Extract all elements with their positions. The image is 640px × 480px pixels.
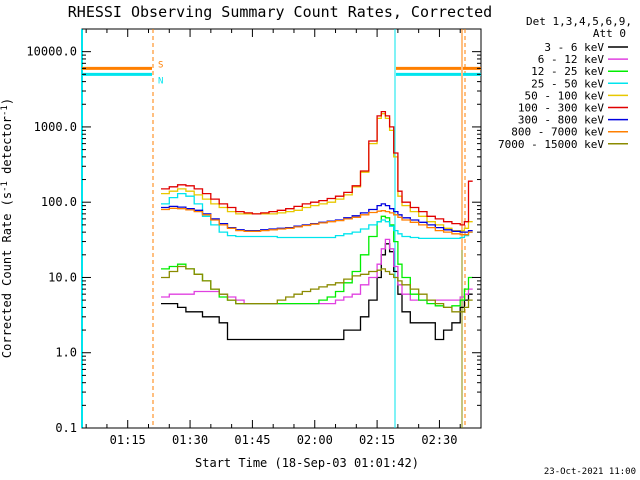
series-line-6 (161, 203, 473, 233)
x-tick-label: 02:15 (359, 433, 395, 447)
x-axis: 01:15 01:30 01:45 02:00 02:15 02:30 (85, 29, 482, 447)
footer-date: 23-Oct-2021 11:00 (544, 467, 636, 477)
x-tick-label: 02:00 (297, 433, 333, 447)
legend-entry-label: 800 - 7000 keV (511, 126, 604, 139)
legend-entry-label: 7000 - 15000 keV (498, 138, 604, 151)
x-tick-label: 01:30 (172, 433, 208, 447)
series-line-7 (161, 207, 473, 236)
y-tick-label: 0.1 (55, 421, 77, 435)
series-line-8 (161, 265, 473, 313)
flag-label-s: S (158, 60, 163, 70)
series-line-5 (161, 110, 473, 226)
series-line-0 (161, 243, 473, 341)
x-tick-label: 02:30 (421, 433, 457, 447)
y-tick-label: 10000.0 (26, 45, 77, 59)
x-tick-label: 01:15 (110, 433, 146, 447)
flag-markers: SN (82, 60, 481, 86)
legend-entry-label: 25 - 50 keV (531, 77, 604, 90)
legend-entry-label: 12 - 25 keV (531, 65, 604, 78)
y-axis-label: Corrected Count Rate (s-1 detector-1) (0, 98, 14, 358)
y-tick-label: 1000.0 (34, 120, 77, 134)
series-line-4 (161, 113, 473, 232)
legend-header-line-2: Att 0 (593, 27, 626, 40)
flag-label-n: N (158, 76, 163, 86)
x-axis-label: Start Time (18-Sep-03 01:01:42) (195, 456, 419, 470)
legend-entry-label: 6 - 12 keV (538, 53, 605, 66)
x-tick-label: 01:45 (234, 433, 270, 447)
legend-header-line-1: Det 1,3,4,5,6,9, (526, 15, 632, 28)
legend-entry-label: 3 - 6 keV (544, 41, 604, 54)
series-group (161, 110, 473, 341)
y-axis: 0.1 1.0 10.0 100.0 1000.0 10000.0 (26, 28, 481, 435)
y-tick-label: 10.0 (48, 270, 77, 284)
y-tick-label: 100.0 (41, 195, 77, 209)
legend-entry-label: 50 - 100 keV (525, 89, 605, 102)
chart-title: RHESSI Observing Summary Count Rates, Co… (68, 3, 492, 21)
y-tick-label: 1.0 (55, 346, 77, 360)
legend-entry-label: 300 - 800 keV (518, 114, 604, 127)
mode-markers (81, 29, 466, 428)
legend-entry-label: 100 - 300 keV (518, 102, 604, 115)
